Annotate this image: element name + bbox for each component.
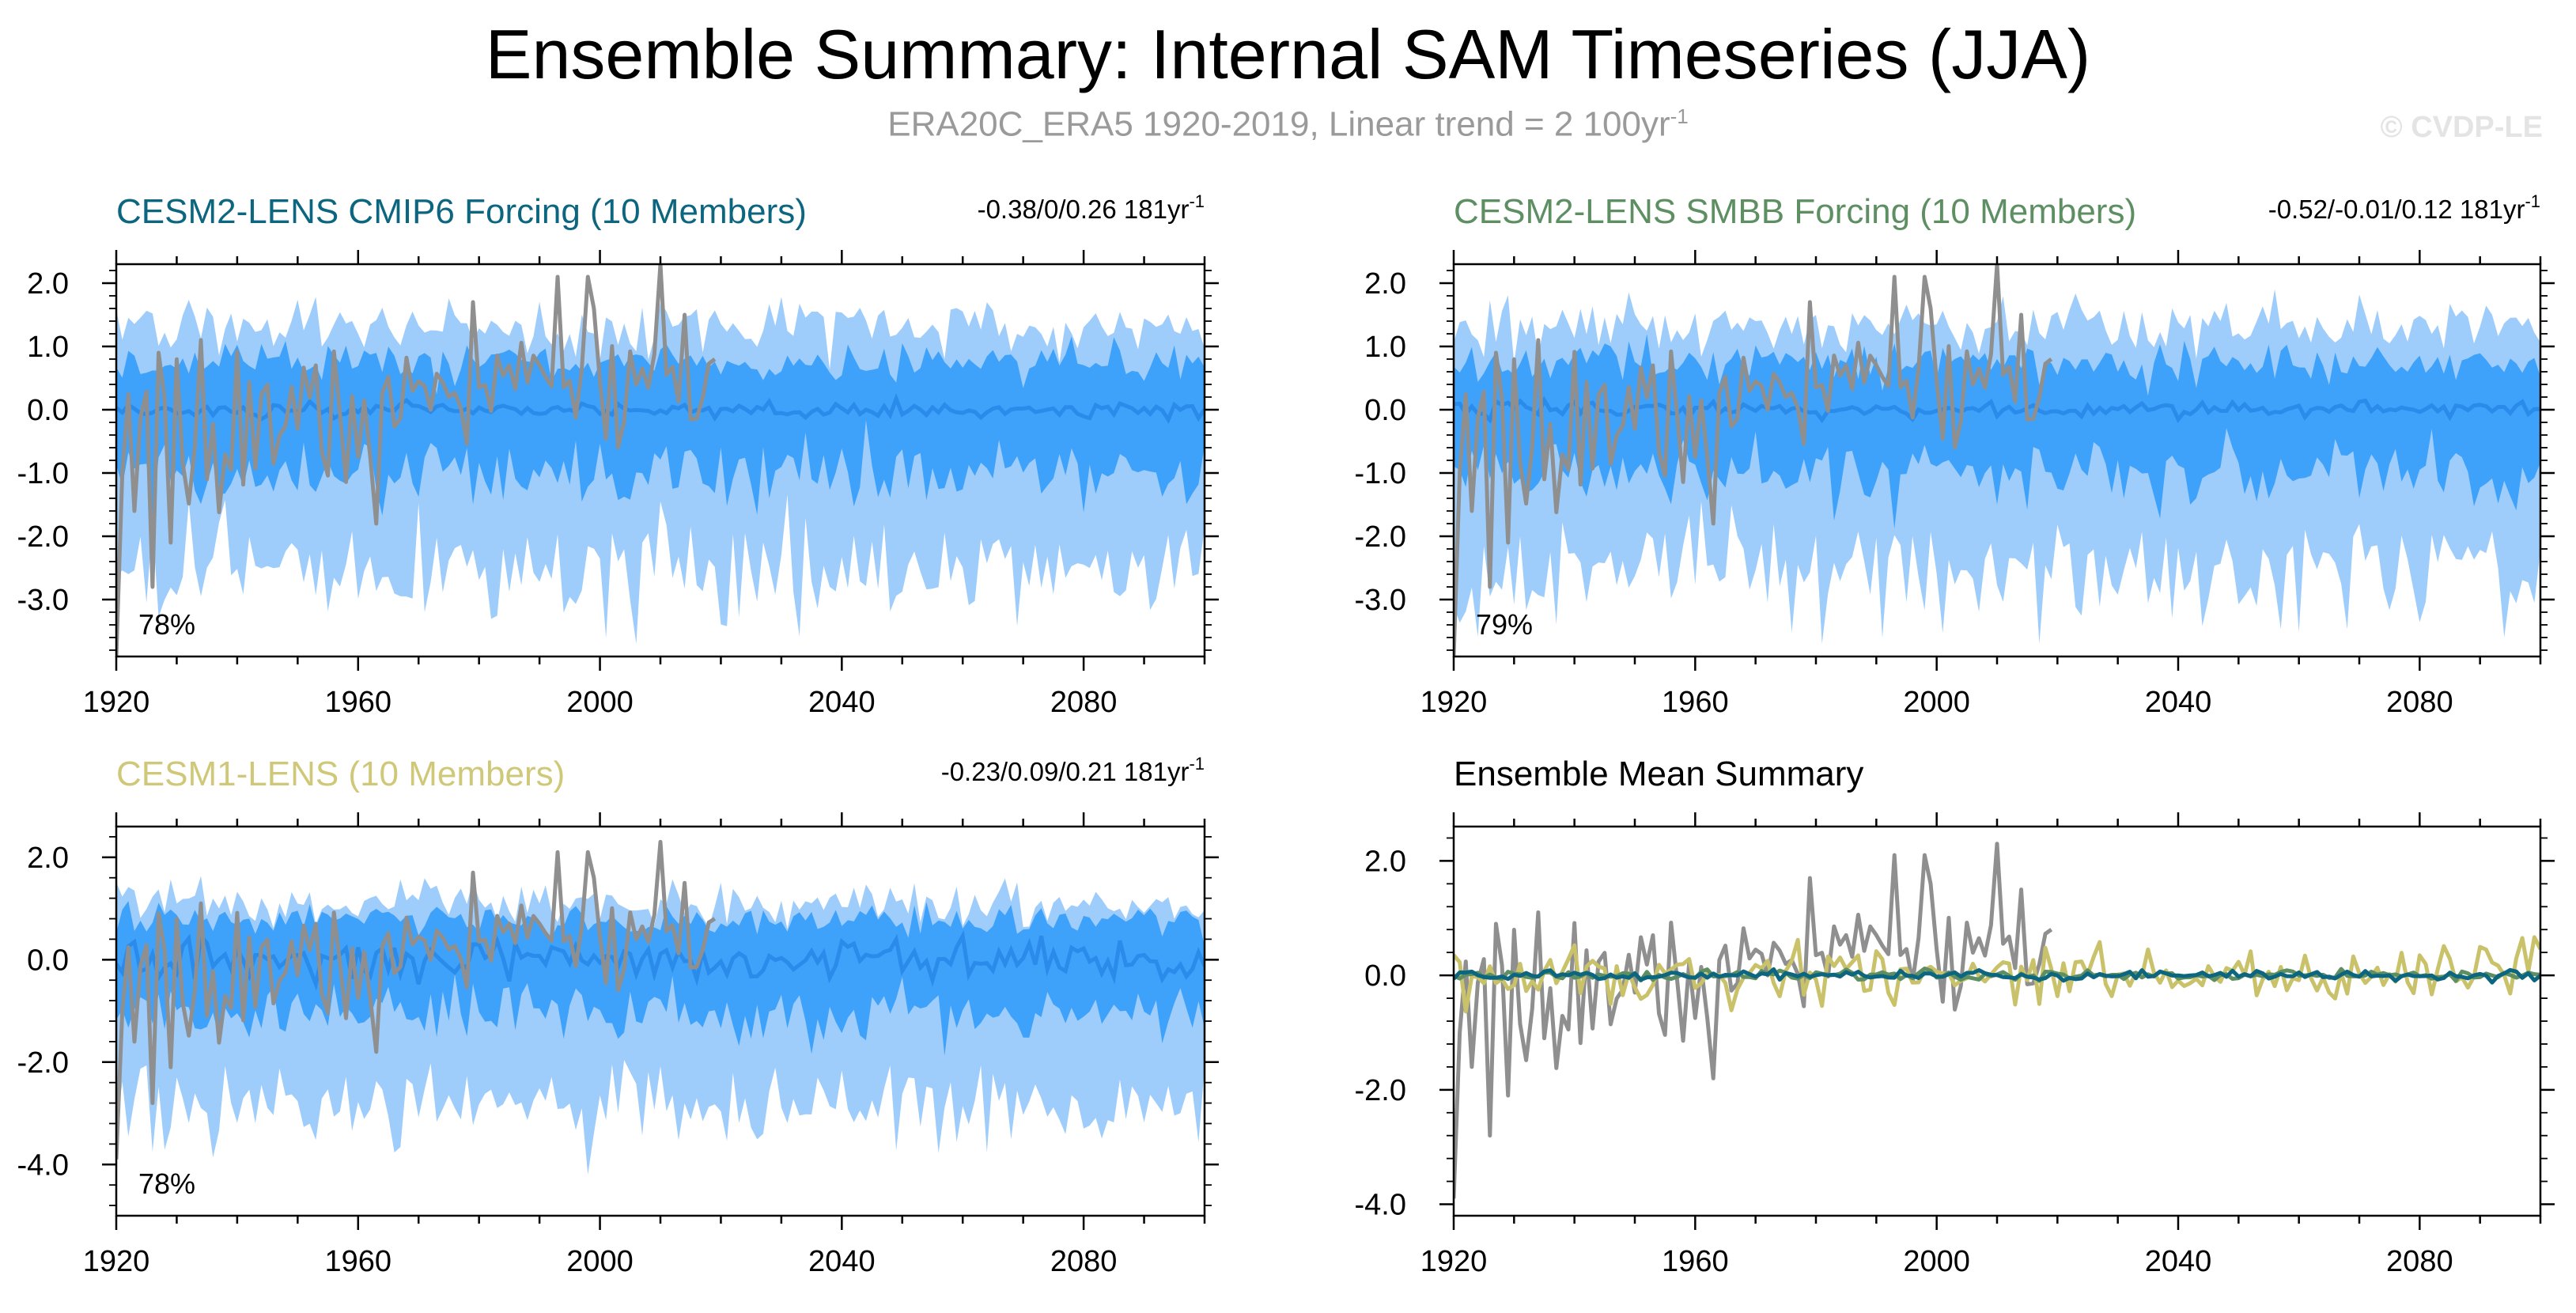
subtitle-exponent: -1	[1670, 104, 1689, 128]
trend-text: -0.23/0.09/0.21 181yr-1	[941, 754, 1205, 786]
x-tick-label: 2040	[2145, 1245, 2212, 1278]
y-tick-label: 1.0	[1364, 331, 1406, 364]
x-tick-label: 1960	[325, 1245, 392, 1278]
ensemble-mean-line	[1454, 395, 2540, 424]
series-line-summary_cesm1	[1454, 935, 2540, 1014]
subtitle-text: ERA20C_ERA5 1920-2019, Linear trend = 2 …	[887, 104, 1670, 144]
chart-panel-top-right: 1920 1960 2000 2040 2080 2.0 1.0 0.0 -1.0 -2.0 -3.…	[1355, 191, 2555, 719]
ensemble-mean-line	[116, 929, 1205, 992]
y-tick-label: -2.0	[1355, 520, 1406, 554]
plot-frame	[1452, 825, 2542, 1217]
y-tick-label: 0.0	[1364, 394, 1406, 427]
x-tick-label: 2000	[566, 1245, 634, 1278]
y-tick-label: 1.0	[27, 331, 69, 364]
trend-text: -0.38/0/0.26 181yr-1	[978, 191, 1205, 224]
x-tick-label: 2080	[2386, 686, 2453, 719]
y-tick-label: -1.0	[17, 457, 69, 490]
y-tick-label: 0.0	[27, 944, 69, 977]
x-tick-label: 2040	[808, 686, 876, 719]
x-tick-label: 1920	[83, 1245, 150, 1278]
panel-title: Ensemble Mean Summary	[1454, 755, 1863, 793]
chart-panel-top-left: 1920 1960 2000 2040 2080 2.0 1.0 0.0 -1.0 -2.0 -3.…	[17, 191, 1219, 719]
y-tick-label: 2.0	[1364, 845, 1406, 878]
y-tick-label: 0.0	[27, 394, 69, 427]
percent-label: 78%	[138, 608, 195, 641]
x-tick-label: 1960	[1662, 1245, 1729, 1278]
y-tick-label: -2.0	[17, 520, 69, 554]
plot-area	[116, 839, 1205, 1175]
y-tick-label: -2.0	[1355, 1074, 1406, 1107]
figure-title: Ensemble Summary: Internal SAM Timeserie…	[485, 15, 2091, 93]
x-tick-label: 1960	[1662, 686, 1729, 719]
plot-area	[1454, 842, 2540, 1199]
series-line-summary_cesm2_cmip6	[1454, 967, 2540, 985]
y-tick-label: 2.0	[27, 842, 69, 875]
x-tick-label: 2040	[2145, 686, 2212, 719]
credit-watermark: © CVDP-LE	[2380, 111, 2543, 144]
observations-line	[116, 264, 717, 656]
x-tick-label: 1920	[1420, 686, 1488, 719]
series-line-observations	[1454, 842, 2053, 1199]
chart-panel-bottom-right: 1920 1960 2000 2040 2080 2.0 0.0 -2.0 -4.0 Ensemb…	[1355, 755, 2555, 1278]
percent-label: 78%	[138, 1167, 195, 1200]
trend-text: -0.52/-0.01/0.12 181yr-1	[2268, 191, 2540, 224]
y-tick-label: -2.0	[17, 1046, 69, 1080]
y-tick-label: -4.0	[1355, 1189, 1406, 1222]
panel-title: CESM2-LENS SMBB Forcing (10 Members)	[1454, 192, 2136, 231]
x-tick-label: 2000	[566, 686, 634, 719]
y-tick-label: 0.0	[1364, 959, 1406, 993]
figure-subtitle: ERA20C_ERA5 1920-2019, Linear trend = 2 …	[0, 104, 2576, 145]
x-tick-label: 2080	[1050, 1245, 1118, 1278]
y-tick-label: -1.0	[1355, 457, 1406, 490]
y-tick-label: -3.0	[1355, 584, 1406, 617]
x-tick-label: 2080	[2386, 1245, 2453, 1278]
y-tick-label: 2.0	[1364, 267, 1406, 301]
plot-area	[116, 264, 1205, 656]
observations-line	[116, 839, 717, 1160]
x-tick-label: 2080	[1050, 686, 1118, 719]
x-tick-label: 2040	[808, 1245, 876, 1278]
x-tick-label: 1920	[1420, 1245, 1488, 1278]
observations-line	[1454, 264, 2053, 656]
percent-label: 79%	[1476, 608, 1533, 641]
panel-title: CESM1-LENS (10 Members)	[116, 755, 565, 793]
y-tick-label: -3.0	[17, 584, 69, 617]
y-tick-label: 2.0	[27, 267, 69, 301]
chart-panel-bottom-left: 1920 1960 2000 2040 2080 2.0 0.0 -2.0 -4.0 CESM1-…	[17, 754, 1219, 1278]
x-tick-label: 1920	[83, 686, 150, 719]
x-tick-label: 2000	[1903, 1245, 1970, 1278]
panel-title: CESM2-LENS CMIP6 Forcing (10 Members)	[116, 192, 807, 231]
plot-area	[1454, 264, 2540, 656]
x-tick-label: 2000	[1903, 686, 1970, 719]
x-tick-label: 1960	[325, 686, 392, 719]
y-tick-label: -4.0	[17, 1148, 69, 1182]
